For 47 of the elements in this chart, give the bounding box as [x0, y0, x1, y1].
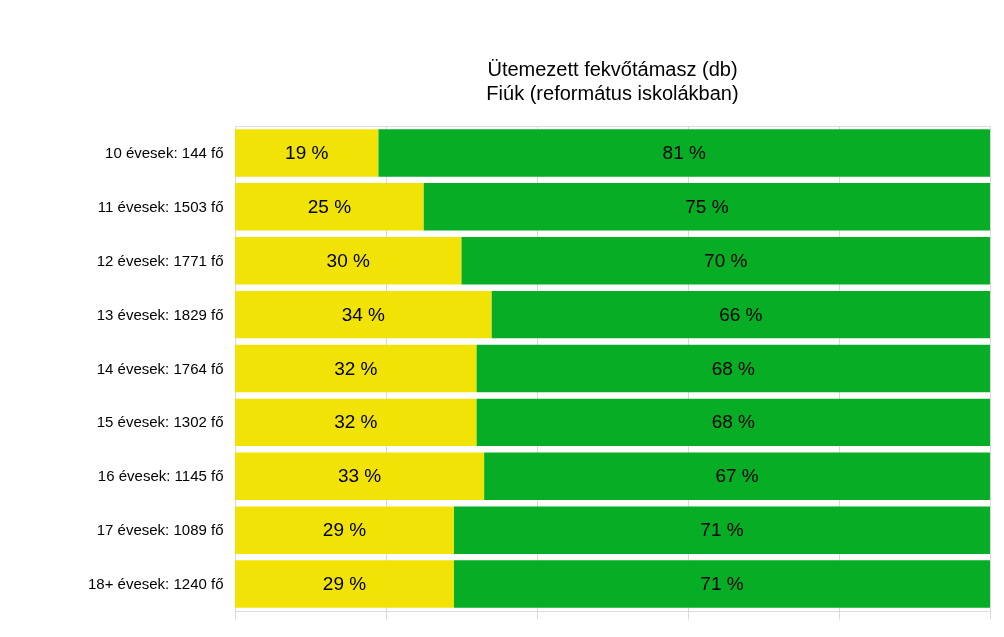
data-label: 71 % [700, 573, 744, 595]
y-tick-label: 14 évesek: 1764 fő [96, 359, 224, 377]
data-label: 30 % [326, 249, 371, 271]
data-label: 70 % [704, 249, 748, 271]
y-tick-label: 12 évesek: 1771 fő [96, 251, 224, 269]
y-tick-label: 17 évesek: 1089 fő [96, 521, 224, 539]
bar [235, 452, 485, 500]
data-label: 32 % [334, 357, 378, 379]
y-tick-label: 15 évesek: 1302 fő [96, 413, 224, 431]
bar [453, 506, 990, 554]
data-label: 66 % [719, 303, 763, 325]
bar [235, 290, 492, 339]
bar [235, 129, 379, 177]
data-label: 67 % [715, 465, 759, 487]
data-label: 75 % [685, 195, 729, 217]
y-tick-label: 18+ évesek: 1240 fő [87, 575, 224, 593]
y-tick-label: 10 évesek: 144 fő [105, 143, 224, 161]
data-label: 32 % [334, 411, 378, 433]
bar [235, 398, 477, 447]
bar [235, 183, 424, 231]
data-label: 29 % [322, 519, 367, 541]
data-label: 19 % [285, 141, 329, 163]
data-label: 25 % [307, 195, 352, 217]
bar [476, 398, 990, 447]
bar [491, 290, 990, 339]
bar [378, 129, 990, 177]
data-label: 68 % [711, 411, 756, 433]
bar [476, 344, 990, 393]
bar [235, 560, 454, 608]
chart-title: Ütemezett fekvőtámasz (db) [487, 58, 738, 80]
bar [461, 237, 990, 285]
data-label: 68 % [711, 357, 756, 379]
bar [423, 183, 990, 231]
data-label: 29 % [322, 573, 367, 595]
data-label: 71 % [700, 519, 744, 541]
y-tick-label: 11 évesek: 1503 fő [97, 197, 224, 215]
data-label: 33 % [337, 465, 382, 487]
y-tick-label: 13 évesek: 1829 fő [96, 305, 224, 323]
y-tick-label: 16 évesek: 1145 fő [97, 467, 224, 485]
bar [235, 506, 454, 554]
data-label: 34 % [341, 303, 386, 325]
bar [453, 560, 990, 608]
chart-subtitle: Fiúk (református iskolákban) [486, 82, 739, 104]
data-label: 81 % [662, 141, 706, 163]
bar [235, 237, 462, 285]
bar [235, 344, 477, 393]
bar [484, 452, 990, 500]
